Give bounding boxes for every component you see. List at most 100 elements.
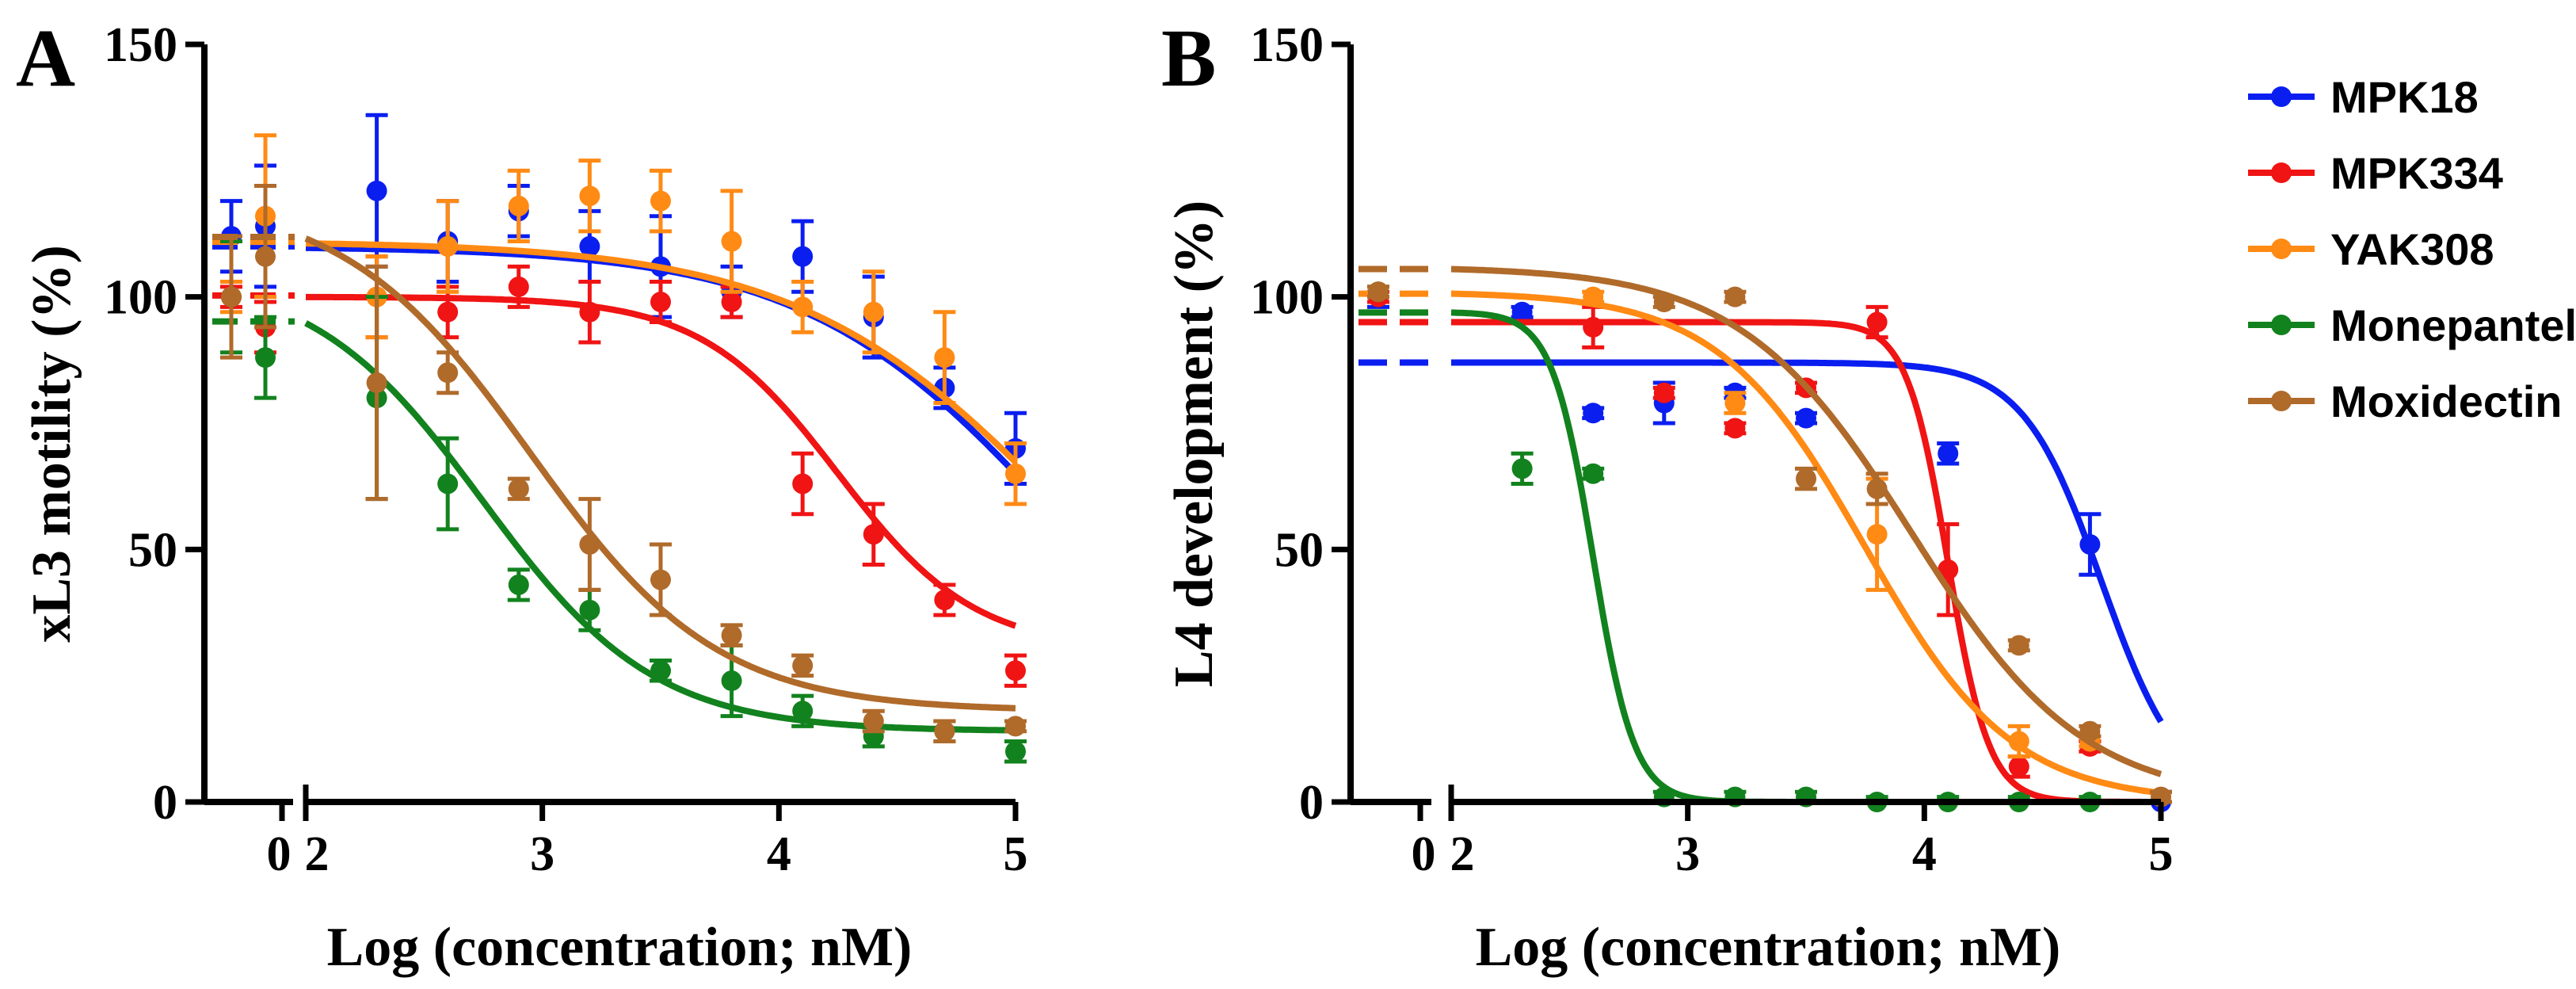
panel-a-monepantel-point bbox=[255, 347, 276, 368]
panel-b-x-tick-label: 2 bbox=[1450, 827, 1475, 881]
panel-a-monepantel-series bbox=[212, 239, 1027, 764]
panel-a-mpk18-point bbox=[792, 246, 814, 267]
panel-b-moxidectin-point bbox=[1368, 281, 1389, 303]
panel-a-moxidectin-point bbox=[221, 286, 242, 307]
panel-a-mpk334-point bbox=[650, 292, 671, 313]
panel-a-monepantel-point bbox=[579, 599, 600, 621]
panel-a-mpk334-point bbox=[792, 473, 814, 494]
panel-a-yak308-point bbox=[650, 190, 671, 212]
panel-a-moxidectin-point bbox=[255, 246, 276, 267]
panel-b-mpk334-point bbox=[2008, 756, 2029, 777]
panel-a-y-tick-label: 100 bbox=[104, 271, 177, 325]
panel-b-x-axis-title: Log (concentration; nM) bbox=[1476, 917, 2061, 978]
legend-item-mpk18: MPK18 bbox=[2248, 72, 2479, 122]
legend-item-yak308: YAK308 bbox=[2248, 224, 2494, 274]
panel-a-mpk334-point bbox=[863, 524, 884, 545]
panel-a-label: A bbox=[16, 13, 75, 104]
panel-a-mpk334-point bbox=[579, 301, 600, 323]
panel-b-moxidectin-point bbox=[1653, 292, 1675, 313]
legend-item-moxidectin: Moxidectin bbox=[2248, 376, 2562, 426]
panel-a-mpk334-point bbox=[934, 590, 955, 611]
panel-b-mpk334-fit-curve bbox=[1450, 319, 2162, 805]
panel-b-mpk18-point bbox=[1796, 407, 1816, 429]
panel-a-x-tick-label: 4 bbox=[767, 827, 791, 881]
panel-a-x-axis-title: Log (concentration; nM) bbox=[327, 917, 913, 978]
legend-marker bbox=[2271, 391, 2292, 411]
legend-item-mpk334: MPK334 bbox=[2248, 148, 2503, 198]
panel-a-moxidectin-point bbox=[934, 720, 955, 742]
panel-b-mpk18-series bbox=[1358, 284, 2172, 812]
panel-a-moxidectin-point bbox=[437, 362, 459, 384]
panel-b-moxidectin-series bbox=[1358, 265, 2172, 808]
panel-a-yak308-point bbox=[579, 185, 600, 207]
panel-a-yak308-point bbox=[508, 195, 529, 216]
panel-a-yak308-point bbox=[792, 296, 814, 318]
panel-b-mpk334-point bbox=[1653, 382, 1675, 403]
panel-b-marks bbox=[1358, 265, 2172, 812]
legend-item-monepantel: Monepantel bbox=[2248, 300, 2576, 350]
panel-b-moxidectin-point bbox=[1866, 478, 1888, 499]
panel-a-marks bbox=[212, 113, 1027, 764]
panel-a-monepantel-point bbox=[650, 660, 671, 682]
legend: MPK18 MPK334 YAK308 Monepantel Moxidectin bbox=[2248, 72, 2576, 426]
panel-a-yak308-point bbox=[934, 347, 955, 368]
panel-a-x-tick-label: 5 bbox=[1004, 827, 1028, 881]
panel-a-mpk334-point bbox=[508, 276, 529, 297]
legend-marker bbox=[2271, 162, 2292, 183]
panel-b-mpk18-point bbox=[2079, 533, 2101, 555]
panel-b-y-axis-title: L4 development (%) bbox=[1164, 200, 1225, 687]
panel-b-yak308-point bbox=[1583, 286, 1604, 307]
panel-a-moxidectin-point bbox=[863, 711, 884, 732]
panel-a-mpk334-point bbox=[721, 292, 742, 313]
panel-a-yak308-point bbox=[1005, 463, 1026, 484]
panel-b-yak308-point bbox=[2008, 731, 2029, 752]
panel-a-mpk18-point bbox=[579, 235, 600, 257]
panel-b-moxidectin-point bbox=[2008, 635, 2029, 656]
panel-a-mpk334-series bbox=[212, 254, 1027, 688]
panel-a-y-axis-title: xL3 motility (%) bbox=[21, 245, 82, 643]
legend-label: Moxidectin bbox=[2330, 376, 2562, 426]
panel-b-mpk18-point bbox=[1511, 301, 1533, 323]
legend-marker bbox=[2271, 86, 2292, 107]
panel-a-moxidectin-point bbox=[508, 478, 529, 499]
panel-a-x-tick-label: 2 bbox=[305, 827, 330, 881]
panel-a-x-tick-label: 3 bbox=[530, 827, 554, 881]
panel-a-moxidectin-point bbox=[650, 569, 671, 590]
panel-b-mpk18-point bbox=[1583, 403, 1604, 424]
legend-label: Monepantel bbox=[2330, 300, 2576, 350]
panel-b-monepantel-point bbox=[1511, 458, 1533, 479]
panel-b-x-tick-label: 4 bbox=[1912, 827, 1937, 881]
panel-a-moxidectin-series bbox=[212, 183, 1027, 744]
panel-b-mpk334-point bbox=[1938, 559, 1959, 580]
panel-b-y-tick-label: 50 bbox=[1275, 523, 1324, 577]
legend-label: YAK308 bbox=[2330, 224, 2494, 274]
panel-a-monepantel-point bbox=[721, 670, 742, 692]
panel-a-x-tick-label-control: 0 bbox=[267, 827, 292, 881]
panel-b-x-tick-label-control: 0 bbox=[1412, 827, 1436, 881]
panel-b-yak308-point bbox=[1866, 524, 1888, 545]
panel-b-x-tick-label: 3 bbox=[1675, 827, 1700, 881]
panel-b-moxidectin-point bbox=[2079, 720, 2101, 742]
panel-b-moxidectin-point bbox=[1796, 468, 1816, 490]
legend-label: MPK334 bbox=[2330, 148, 2503, 198]
panel-b-mpk334-point bbox=[1583, 316, 1604, 338]
panel-a-y-tick-label: 150 bbox=[104, 18, 177, 72]
panel-b-monepantel-point bbox=[1583, 463, 1604, 484]
panel-b-yak308-series bbox=[1358, 281, 2162, 796]
panel-a-mpk18-point bbox=[366, 180, 387, 201]
panel-b-y-tick-label: 100 bbox=[1250, 271, 1324, 325]
panel-b-yak308-point bbox=[1724, 392, 1746, 414]
panel-b-moxidectin-point bbox=[1724, 286, 1746, 307]
panel-a-monepantel-point bbox=[1005, 741, 1026, 762]
legend-marker bbox=[2271, 315, 2292, 335]
panel-a-y-tick-label: 50 bbox=[128, 523, 177, 577]
panel-a-monepantel-point bbox=[437, 473, 459, 494]
panel-a-moxidectin-point bbox=[792, 655, 814, 676]
panel-a-mpk334-point bbox=[437, 301, 459, 323]
panel-a-moxidectin-point bbox=[721, 624, 742, 646]
panel-a-yak308-point bbox=[437, 235, 459, 257]
